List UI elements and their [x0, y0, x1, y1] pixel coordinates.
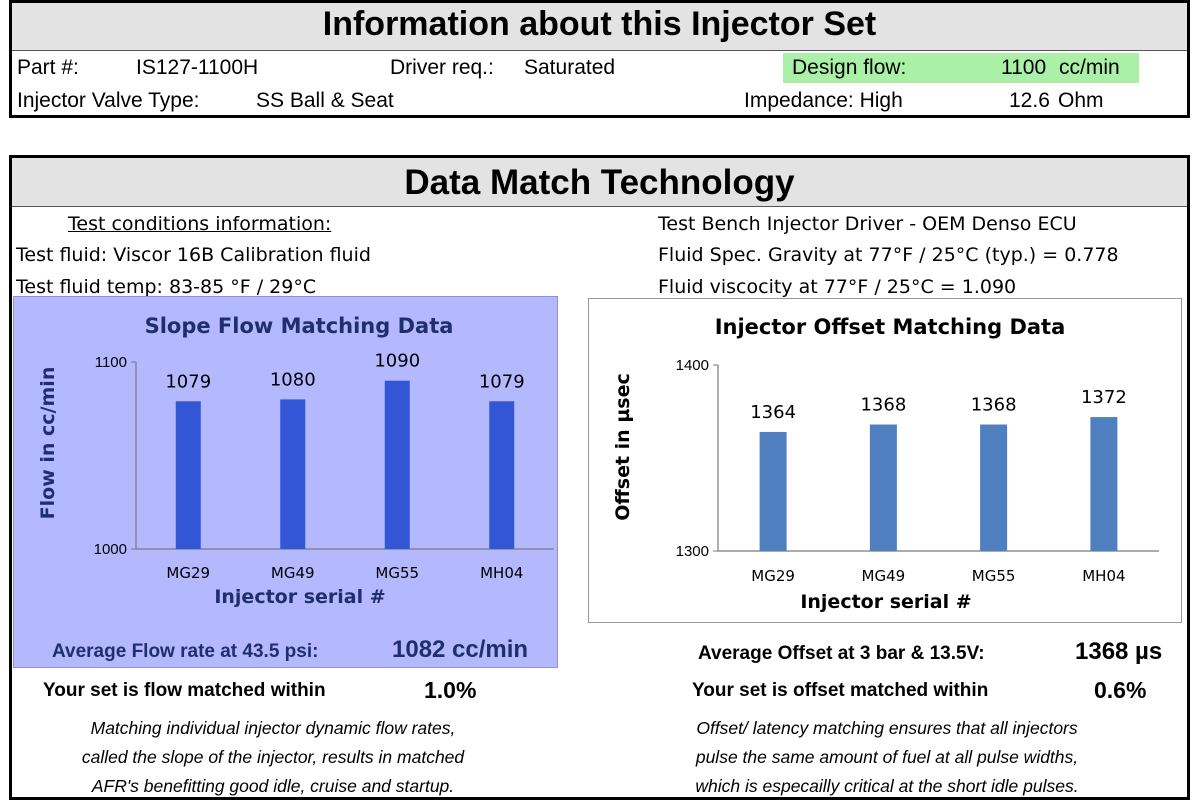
- part-label: Part #:: [17, 56, 79, 79]
- flow-desc-line-3: AFR's benefitting good idle, cruise and …: [91, 776, 455, 796]
- bar: [1090, 417, 1118, 551]
- y-tick-label: 1100: [95, 354, 127, 371]
- design-flow-value: 1100: [1001, 56, 1047, 79]
- chart-title: Slope Flow Matching Data: [145, 314, 454, 338]
- x-tick-label: MH04: [480, 564, 523, 582]
- flow-chart: Slope Flow Matching Data Flow in cc/min In…: [37, 314, 554, 608]
- data-label: 1080: [270, 369, 316, 390]
- flow-avg-value: 1082 cc/min: [392, 636, 529, 663]
- driver-value: Saturated: [524, 56, 616, 79]
- y-tick-label: 1300: [676, 543, 709, 560]
- test-fluid-temp: Test fluid temp: 83-85 °F / 29°C: [16, 276, 317, 298]
- bench-driver: Test Bench Injector Driver - OEM Denso E…: [658, 213, 1077, 235]
- data-label: 1368: [971, 395, 1017, 416]
- bar: [869, 424, 897, 551]
- bar: [175, 401, 201, 549]
- x-tick-label: MG29: [166, 564, 210, 582]
- bar: [384, 380, 410, 549]
- design-flow-highlight: [783, 53, 1139, 83]
- impedance-unit: Ohm: [1058, 89, 1104, 112]
- bar: [489, 401, 515, 549]
- data-label: 1079: [165, 371, 211, 392]
- info-box: Information about this Injector Set Part…: [9, 0, 1190, 118]
- info-title: Information about this Injector Set: [12, 3, 1187, 51]
- offset-description: Offset/ latency matching ensures that al…: [652, 714, 1122, 801]
- flow-panel: Slope Flow Matching Data Flow in cc/min In…: [13, 296, 558, 668]
- x-tick-label: MH04: [1082, 567, 1125, 585]
- valve-label: Injector Valve Type:: [17, 89, 200, 112]
- x-tick-label: MG55: [972, 567, 1016, 585]
- bar: [759, 431, 787, 551]
- offset-desc-line-2: pulse the same amount of fuel at all pul…: [695, 747, 1079, 767]
- impedance-value: 12.6: [1009, 89, 1050, 112]
- offset-avg-value: 1368 µs: [1075, 638, 1163, 665]
- offset-matched-value: 0.6%: [1094, 677, 1147, 703]
- flow-avg-label: Average Flow rate at 43.5 psi:: [52, 641, 319, 662]
- design-flow-label: Design flow:: [792, 56, 907, 79]
- x-axis-label: Injector serial #: [800, 591, 971, 613]
- data-label: 1368: [860, 395, 906, 416]
- fluid-viscosity: Fluid viscocity at 77°F / 25°C = 1.090: [658, 276, 1017, 298]
- valve-value: SS Ball & Seat: [256, 89, 394, 112]
- dmt-box: Data Match Technology Test conditions in…: [9, 155, 1190, 800]
- offset-desc-line-1: Offset/ latency matching ensures that al…: [696, 718, 1078, 738]
- data-label: 1090: [374, 351, 420, 372]
- data-label: 1079: [479, 371, 525, 392]
- driver-label: Driver req.:: [390, 56, 494, 79]
- flow-desc-line-2: called the slope of the injector, result…: [81, 747, 465, 767]
- offset-matched-label: Your set is offset matched within: [692, 680, 989, 701]
- offset-desc-line-3: which is especailly critical at the shor…: [695, 776, 1079, 796]
- x-tick-label: MG49: [271, 564, 315, 582]
- test-fluid: Test fluid: Viscor 16B Calibration fluid: [16, 244, 371, 266]
- offset-panel: Injector Offset Matching Data Offset in µ…: [588, 298, 1182, 623]
- y-axis-label: Flow in cc/min: [37, 367, 59, 520]
- y-tick-label: 1000: [94, 541, 127, 558]
- data-label: 1372: [1081, 387, 1127, 408]
- x-axis-label: Injector serial #: [214, 586, 385, 608]
- flow-matched-value: 1.0%: [424, 677, 477, 703]
- x-tick-label: MG29: [751, 567, 795, 585]
- x-tick-label: MG49: [862, 567, 906, 585]
- chart-title: Injector Offset Matching Data: [715, 315, 1066, 339]
- design-flow-unit: cc/min: [1059, 56, 1120, 79]
- part-value: IS127-1100H: [136, 56, 259, 79]
- y-tick-label: 1400: [676, 357, 709, 374]
- y-axis-label: Offset in µsec: [612, 373, 634, 521]
- bar: [280, 399, 306, 549]
- offset-chart: Injector Offset Matching Data Offset in µ…: [612, 315, 1159, 613]
- data-label: 1364: [750, 402, 796, 423]
- flow-description: Matching individual injector dynamic flo…: [12, 714, 534, 801]
- bar: [980, 424, 1008, 551]
- x-tick-label: MG55: [375, 564, 419, 582]
- offset-avg-label: Average Offset at 3 bar & 13.5V:: [698, 643, 985, 664]
- test-conditions-heading: Test conditions information:: [68, 213, 332, 235]
- fluid-gravity: Fluid Spec. Gravity at 77°F / 25°C (typ.…: [658, 244, 1119, 266]
- flow-desc-line-1: Matching individual injector dynamic flo…: [90, 718, 456, 738]
- dmt-title: Data Match Technology: [12, 158, 1187, 207]
- flow-matched-label: Your set is flow matched within: [43, 680, 326, 701]
- impedance-label: Impedance: High: [744, 89, 903, 112]
